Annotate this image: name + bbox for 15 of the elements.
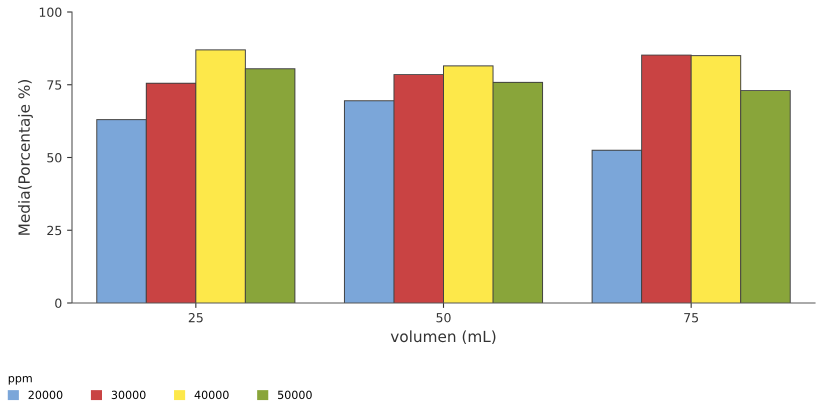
legend-label: 50000: [278, 390, 312, 400]
y-tick-label: 50: [47, 152, 62, 162]
y-tick-label: 100: [40, 7, 62, 17]
y-tick-label: 25: [47, 226, 62, 236]
legend-label: 40000: [194, 390, 229, 400]
x-tick-label: 50: [436, 312, 451, 322]
legend-label: 30000: [112, 390, 146, 400]
x-tick-label: 75: [684, 313, 698, 322]
x-tick-label: 25: [188, 312, 203, 322]
legend-title: ppm: [8, 376, 32, 385]
y-tick-label: 0: [55, 298, 62, 308]
x-axis-title: volumen (mL): [390, 330, 496, 344]
y-axis-title: Media(Porcentaje %): [18, 80, 33, 235]
y-tick-label: 75: [47, 80, 62, 90]
legend-label: 20000: [28, 390, 62, 400]
